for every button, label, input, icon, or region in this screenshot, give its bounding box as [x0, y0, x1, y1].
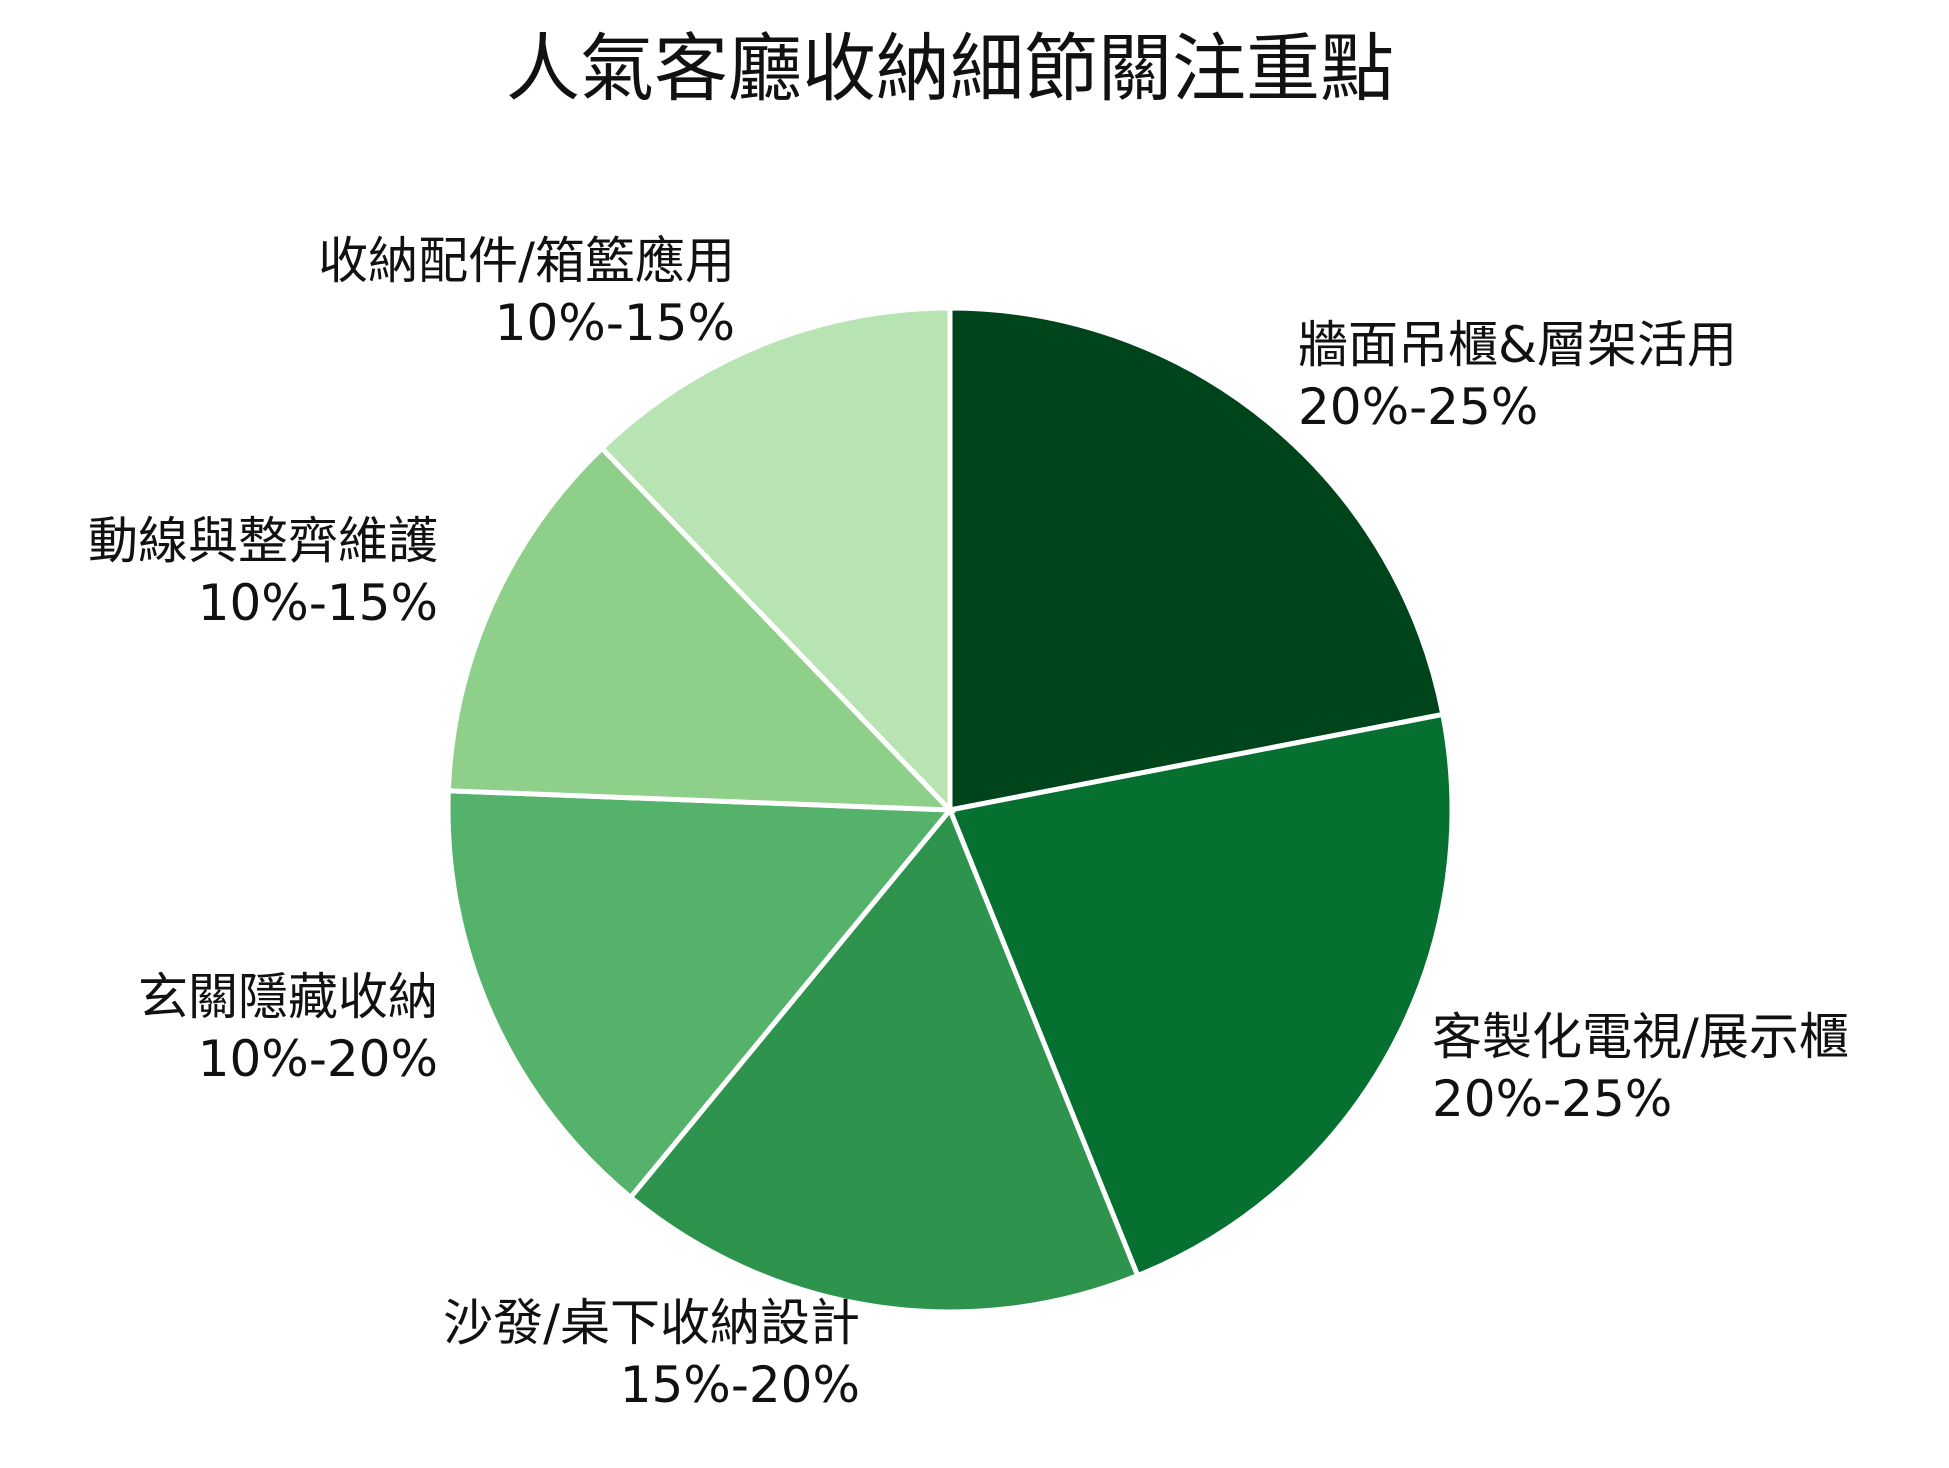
- pie-slice: [445, 444, 957, 813]
- slice-range-label: 10%-15%: [495, 294, 735, 352]
- slice-label: 玄關隱藏收納: [138, 968, 438, 1026]
- pie-slice: [947, 305, 1446, 814]
- slice-range-label: 15%-20%: [620, 1356, 860, 1414]
- slice-label: 客製化電視/展示櫃: [1432, 1008, 1849, 1066]
- slice-label: 動線與整齊維護: [88, 512, 438, 570]
- pie-slice: [946, 711, 1455, 1279]
- slice-range-label: 10%-15%: [198, 574, 438, 632]
- pie-slices: [445, 305, 1455, 1315]
- slice-label: 沙發/桌下收納設計: [443, 1294, 860, 1352]
- slice-labels: 牆面吊櫃&層架活用20%-25%客製化電視/展示櫃20%-25%沙發/桌下收納設…: [88, 232, 1849, 1414]
- slice-label: 牆面吊櫃&層架活用: [1298, 316, 1737, 374]
- slice-range-label: 10%-20%: [198, 1030, 438, 1088]
- slice-label: 收納配件/箱籃應用: [318, 232, 735, 290]
- slice-range-label: 20%-25%: [1298, 378, 1538, 436]
- pie-slice: [445, 788, 956, 1201]
- pie-slice: [627, 805, 1141, 1315]
- pie-slice: [598, 305, 953, 817]
- chart-title: 人氣客廳收納細節關注重點: [506, 26, 1394, 112]
- slice-range-label: 20%-25%: [1432, 1070, 1672, 1128]
